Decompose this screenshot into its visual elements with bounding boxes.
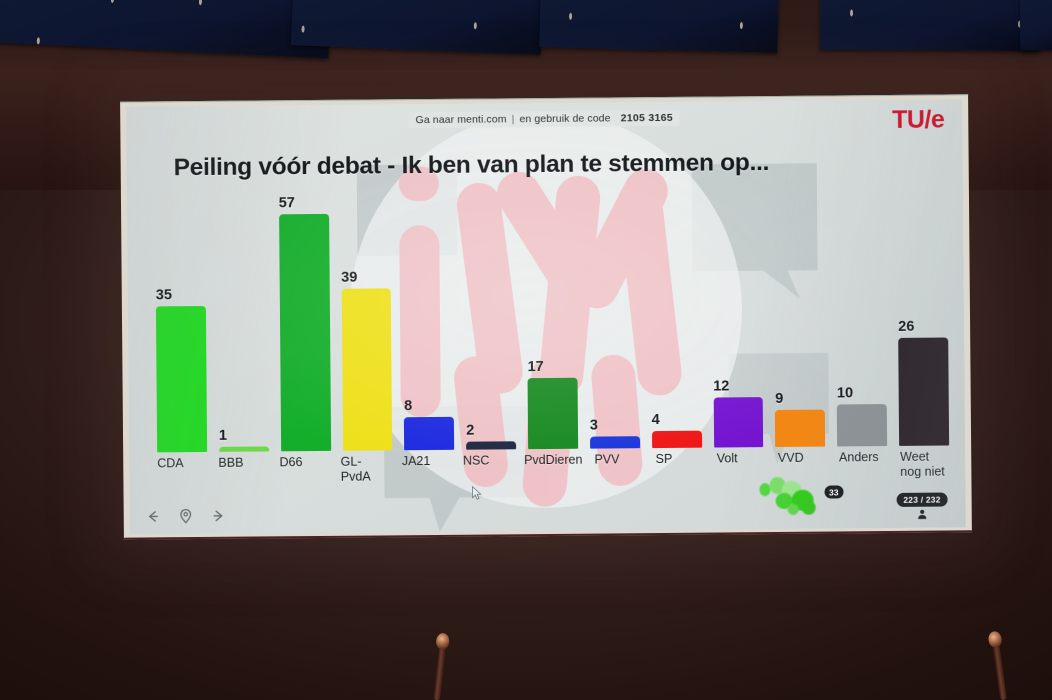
microphone-right	[987, 630, 1008, 700]
code-prefix: Ga naar menti.com	[415, 113, 507, 127]
bar-value-label: 2	[466, 422, 475, 439]
person-icon	[896, 509, 947, 520]
bar-column: 17	[526, 199, 579, 450]
bar	[218, 445, 269, 452]
bar	[713, 397, 764, 448]
bar-column: 10	[835, 196, 888, 447]
bar-column: 35	[155, 202, 208, 453]
arrow-right-icon[interactable]	[210, 508, 226, 524]
bar	[651, 430, 702, 449]
bar-value-label: 12	[713, 378, 730, 395]
bar-value-label: 39	[341, 269, 358, 286]
projection-screen: Ga naar menti.com | en gebruik de code 2…	[120, 94, 972, 540]
bar-column: 2	[464, 199, 517, 450]
bar-value-label: 10	[836, 385, 854, 402]
category-label: Weet nog niet	[900, 449, 945, 479]
mentimeter-slide: Ga naar menti.com | en gebruik de code 2…	[126, 99, 966, 535]
category-label: SP	[655, 451, 673, 467]
ceiling-panel-5	[1019, 0, 1052, 51]
category-label: CDA	[157, 456, 184, 471]
page-title: Peiling vóór debat - Ik ben van plan te …	[173, 149, 770, 182]
microphone-left	[433, 632, 451, 700]
mouse-cursor	[471, 485, 482, 506]
code-middle: en gebruik de code	[519, 112, 611, 126]
screen-border: Ga naar menti.com | en gebruik de code 2…	[120, 94, 972, 540]
category-label: D66	[279, 455, 303, 470]
bar-column: 1	[217, 201, 269, 452]
bar-column: 39	[341, 200, 393, 451]
bar-value-label: 1	[218, 427, 228, 444]
voter-count-badge: 223 / 232	[896, 492, 948, 507]
menti-code: 2105 3165	[620, 111, 674, 125]
category-label: PVV	[594, 452, 620, 467]
bar	[466, 440, 517, 450]
category-label: BBB	[218, 455, 244, 470]
voter-counter: 223 / 232	[896, 492, 948, 520]
bar-value-label: 4	[651, 412, 660, 429]
category-label: NSC	[462, 453, 490, 468]
bar-value-label: 3	[589, 417, 598, 434]
category-label: JA21	[401, 454, 431, 469]
bar	[589, 435, 640, 449]
location-pin-icon[interactable]	[178, 508, 194, 524]
ceiling-panel-2	[290, 0, 544, 55]
reaction-count-badge: 33	[824, 485, 844, 499]
ceiling-panel-4	[819, 0, 1041, 51]
bar-column: 57	[278, 195, 331, 452]
menti-code-bar: Ga naar menti.com | en gebruik de code 2…	[408, 109, 681, 129]
bar	[404, 416, 455, 451]
ceiling-panel-3	[539, 0, 779, 53]
bar	[527, 377, 579, 450]
bar	[155, 306, 208, 453]
bar-value-label: 17	[527, 359, 544, 376]
bar	[341, 287, 393, 451]
bar-value-label: 26	[898, 318, 915, 335]
bar	[837, 404, 888, 447]
bar-value-label: 35	[155, 287, 173, 304]
bar-column: 12	[712, 197, 764, 448]
bar-column: 9	[773, 197, 826, 448]
bar-value-label: 9	[775, 390, 784, 407]
bar-value-label: 8	[404, 397, 413, 414]
bar	[775, 409, 826, 448]
tue-logo: TU/e	[891, 105, 945, 134]
reaction-burst: 33	[757, 472, 847, 519]
bar-column: 4	[650, 198, 702, 449]
code-separator: |	[511, 113, 515, 126]
arrow-left-icon[interactable]	[146, 508, 162, 524]
bar-column: 8	[402, 200, 455, 451]
bar	[278, 213, 331, 452]
bar-column: 26	[897, 195, 950, 446]
category-label: PvdDieren	[524, 452, 583, 468]
bar-group: 35 1 57 39 8 2 17 3 4 12 9 10 26	[155, 195, 950, 453]
bar	[898, 337, 950, 446]
category-label: GL-PvdA	[340, 454, 371, 484]
bar-column: 3	[588, 198, 640, 449]
bar-chart: 35 1 57 39 8 2 17 3 4 12 9 10 26	[155, 195, 950, 453]
slide-navigation[interactable]	[146, 508, 226, 525]
bar-value-label: 57	[278, 194, 295, 211]
